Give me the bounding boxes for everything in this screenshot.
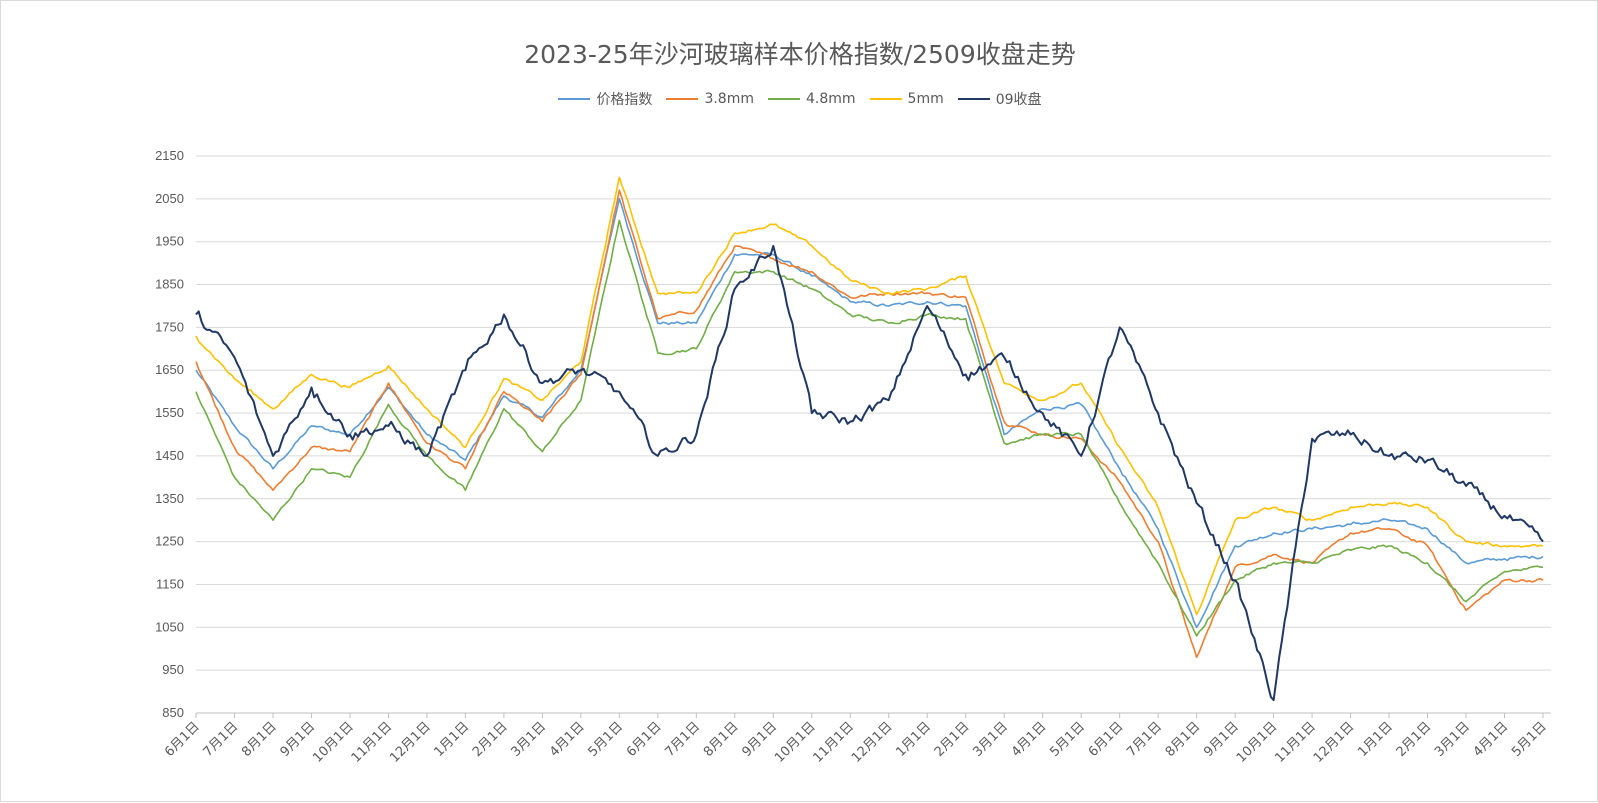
legend-swatch [666,98,699,100]
x-tick-label: 8月1日 [701,719,742,760]
x-tick-label: 10月1日 [772,719,819,766]
x-tick-label: 2月1日 [470,719,511,760]
y-tick-label: 2150 [155,148,184,163]
series-layer [195,176,1544,702]
x-tick-label: 5月1日 [585,719,626,760]
legend-item-3: 5mm [869,89,944,109]
x-tick-label: 12月1日 [387,719,434,766]
y-tick-label: 1950 [155,234,184,249]
x-tick-label: 6月1日 [1086,719,1127,760]
y-tick-label: 1350 [155,491,184,506]
legend-item-2: 4.8mm [767,89,856,109]
x-tick-label: 5月1日 [1047,719,1088,760]
legend-label: 4.8mm [805,91,856,107]
y-tick-label: 1650 [155,362,184,377]
x-tick-label: 6月1日 [162,719,203,760]
y-tick-label: 850 [162,705,184,720]
legend: 价格指数 3.8mm 4.8mm 5mm 09收盘 [1,89,1598,109]
series-line-2 [195,219,1544,637]
y-tick-label: 1550 [155,405,184,420]
legend-item-4: 09收盘 [957,89,1042,109]
legend-swatch [869,98,902,100]
legend-label: 价格指数 [596,92,653,108]
x-tick-label: 12月1日 [1311,719,1358,766]
y-tick-label: 2050 [155,191,184,206]
series-line-3 [195,176,1544,616]
y-tick-label: 1050 [155,619,184,634]
y-tick-label: 1750 [155,319,184,334]
x-tick-label: 12月1日 [849,719,896,766]
x-tick-label: 7月1日 [662,719,703,760]
x-tick-label: 5月1日 [1509,719,1550,760]
x-tick-label: 1月1日 [1355,719,1396,760]
series-line-4 [195,245,1544,702]
y-tick-label: 1150 [156,576,184,591]
x-tick-label: 8月1日 [239,719,280,760]
x-tick-label: 10月1日 [1234,719,1281,766]
x-tick-label: 4月1日 [1471,719,1512,760]
x-tick-label: 2月1日 [1394,719,1435,760]
chart-title: 2023-25年沙河玻璃样本价格指数/2509收盘走势 [524,40,1076,69]
legend-swatch [957,98,990,100]
legend-label: 5mm [907,91,944,107]
x-tick-label: 7月1日 [201,719,242,760]
x-tick-label: 11月1日 [1272,719,1319,766]
x-tick-label: 1月1日 [432,719,473,760]
y-tick-label: 950 [162,662,184,677]
legend-item-1: 3.8mm [666,89,754,109]
x-tick-label: 4月1日 [1009,719,1050,760]
axis-layer: 850 950 1050 1150 1250 1350 1450 1550 1650 1750 18… [155,148,1551,766]
x-tick-label: 3月1日 [970,719,1011,760]
series-line-1 [195,189,1544,659]
y-tick-label: 1850 [155,277,184,292]
x-tick-label: 1月1日 [893,719,934,760]
x-tick-label: 10月1日 [310,719,357,766]
x-tick-label: 11月1日 [349,719,396,766]
x-tick-label: 2月1日 [932,719,973,760]
legend-swatch [558,98,591,100]
legend-label: 3.8mm [704,91,754,107]
y-tick-label: 1250 [155,534,184,549]
legend-item-0: 价格指数 [558,89,652,109]
x-tick-label: 4月1日 [547,719,588,760]
x-tick-label: 11月1日 [811,719,858,766]
y-tick-label: 1450 [155,448,184,463]
x-tick-label: 6月1日 [624,719,665,760]
x-tick-label: 8月1日 [1163,719,1204,760]
grid-layer [196,155,1551,714]
x-tick-label: 3月1日 [509,719,550,760]
x-tick-label: 3月1日 [1432,719,1473,760]
series-line-0 [195,198,1544,629]
x-tick-label: 7月1日 [1124,719,1165,760]
legend-swatch [767,98,800,100]
legend-label: 09收盘 [995,92,1042,108]
